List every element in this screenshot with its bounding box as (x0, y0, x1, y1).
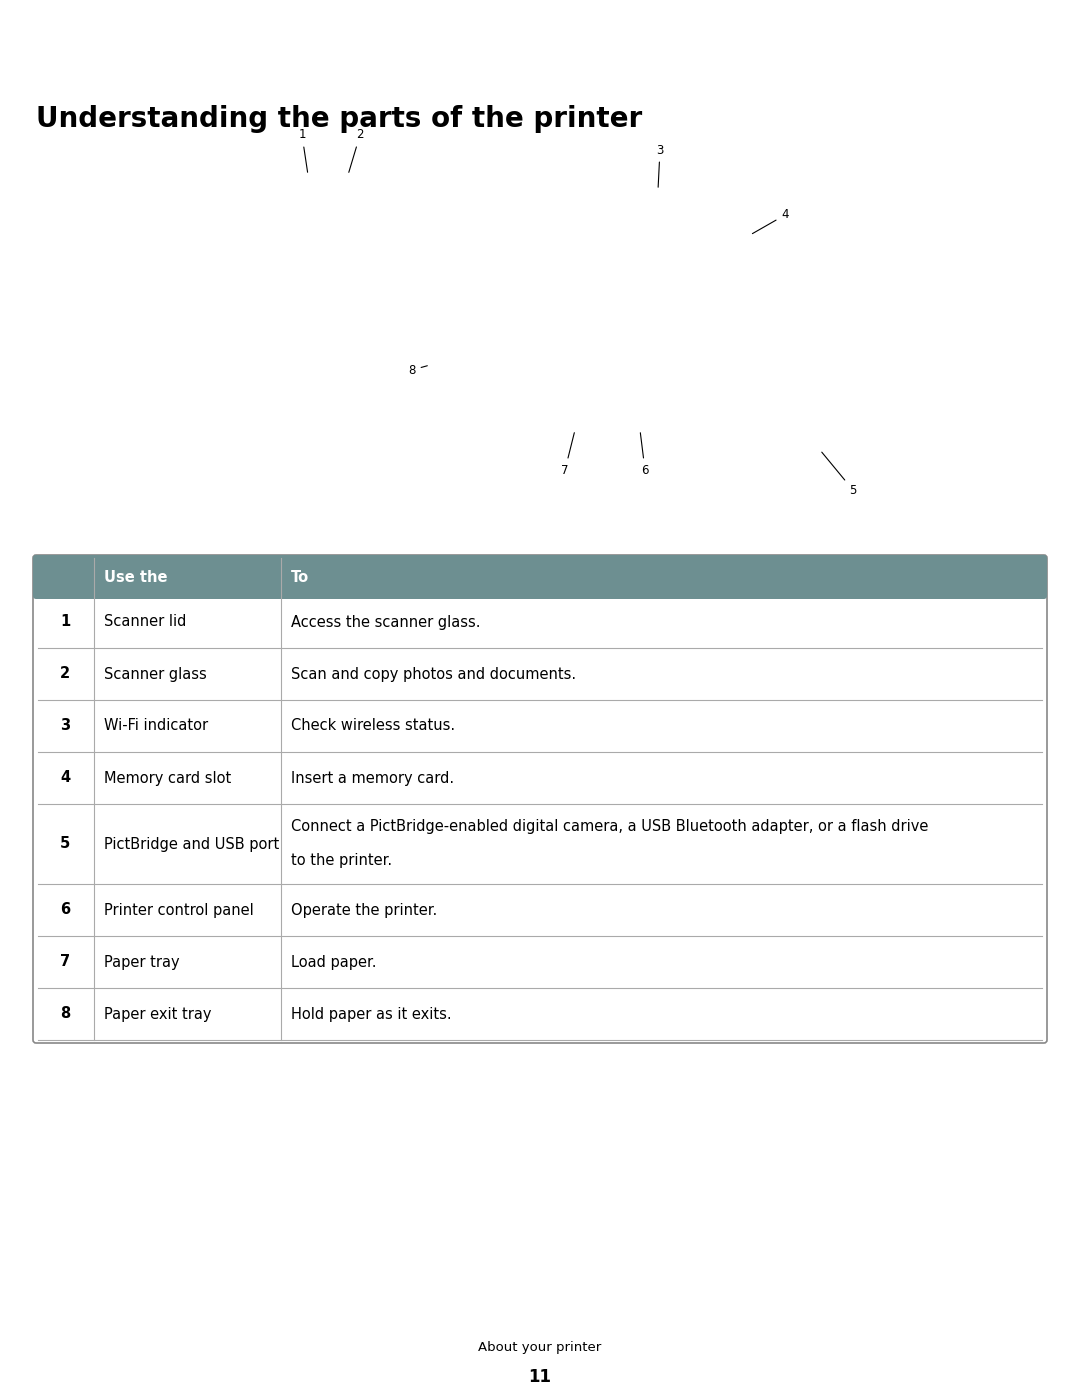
Text: Paper exit tray: Paper exit tray (105, 1006, 212, 1021)
Text: Connect a PictBridge-enabled digital camera, a USB Bluetooth adapter, or a flash: Connect a PictBridge-enabled digital cam… (291, 819, 929, 834)
Text: Scanner glass: Scanner glass (105, 666, 207, 682)
Text: Hold paper as it exits.: Hold paper as it exits. (291, 1006, 451, 1021)
Bar (36, 557, 1044, 597)
Text: 7: 7 (60, 954, 70, 970)
Text: 7: 7 (562, 433, 575, 476)
Text: 4: 4 (753, 208, 788, 233)
Text: Understanding the parts of the printer: Understanding the parts of the printer (36, 105, 643, 133)
Text: 3: 3 (60, 718, 70, 733)
Text: Scan and copy photos and documents.: Scan and copy photos and documents. (291, 666, 576, 682)
Bar (36, 557, 1044, 597)
Text: 5: 5 (60, 837, 70, 852)
Text: 8: 8 (60, 1006, 70, 1021)
FancyBboxPatch shape (33, 555, 1047, 599)
Text: Access the scanner glass.: Access the scanner glass. (291, 615, 481, 630)
Text: Memory card slot: Memory card slot (105, 771, 232, 785)
Text: Scanner lid: Scanner lid (105, 615, 187, 630)
Text: Wi-Fi indicator: Wi-Fi indicator (105, 718, 208, 733)
Text: 1: 1 (60, 615, 70, 630)
Text: 5: 5 (822, 453, 856, 496)
Text: 6: 6 (640, 433, 649, 476)
Text: Check wireless status.: Check wireless status. (291, 718, 455, 733)
Text: Operate the printer.: Operate the printer. (291, 902, 437, 918)
Text: 11: 11 (528, 1368, 552, 1386)
Text: Use the: Use the (105, 570, 168, 584)
Text: 6: 6 (60, 902, 70, 918)
Text: 4: 4 (60, 771, 70, 785)
Text: About your printer: About your printer (478, 1341, 602, 1355)
Text: 8: 8 (408, 363, 428, 377)
Text: To: To (291, 570, 309, 584)
Text: 3: 3 (657, 144, 664, 187)
Text: Printer control panel: Printer control panel (105, 902, 254, 918)
Text: Load paper.: Load paper. (291, 954, 377, 970)
FancyBboxPatch shape (33, 555, 1047, 1044)
Text: 1: 1 (298, 129, 308, 172)
Text: Paper tray: Paper tray (105, 954, 180, 970)
Text: 2: 2 (60, 666, 70, 682)
Text: Insert a memory card.: Insert a memory card. (291, 771, 454, 785)
Text: 2: 2 (349, 129, 364, 172)
Text: PictBridge and USB port: PictBridge and USB port (105, 837, 280, 852)
Text: to the printer.: to the printer. (291, 852, 392, 868)
